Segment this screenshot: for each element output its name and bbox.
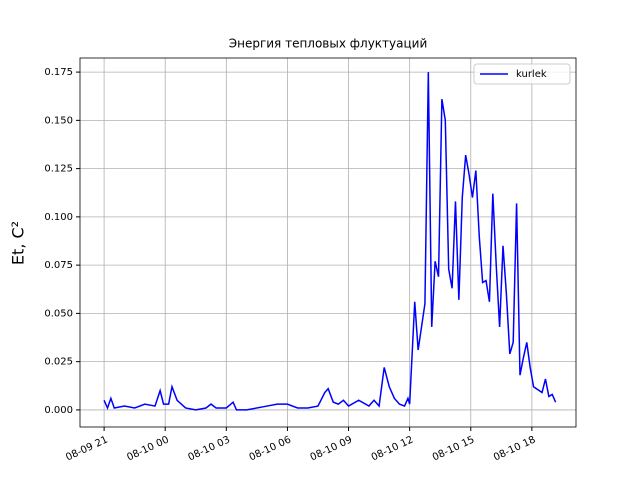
y-axis-label: Et, C² — [9, 221, 28, 265]
data-line — [103, 72, 557, 411]
y-tick-label: 0.000 — [44, 405, 73, 416]
y-tick-label: 0.050 — [44, 308, 73, 319]
plot-frame — [79, 57, 577, 428]
y-tick-label: 0.025 — [44, 357, 73, 368]
y-tick-label: 0.125 — [44, 164, 73, 175]
y-tick-label: 0.075 — [44, 260, 73, 271]
y-tick-label: 0.100 — [44, 212, 73, 223]
y-tick-label: 0.150 — [44, 115, 73, 126]
legend-box — [473, 63, 571, 85]
chart-title: Энергия тепловых флуктуаций — [229, 37, 428, 51]
legend-label: kurlek — [516, 69, 547, 80]
y-tick-label: 0.175 — [44, 67, 73, 78]
